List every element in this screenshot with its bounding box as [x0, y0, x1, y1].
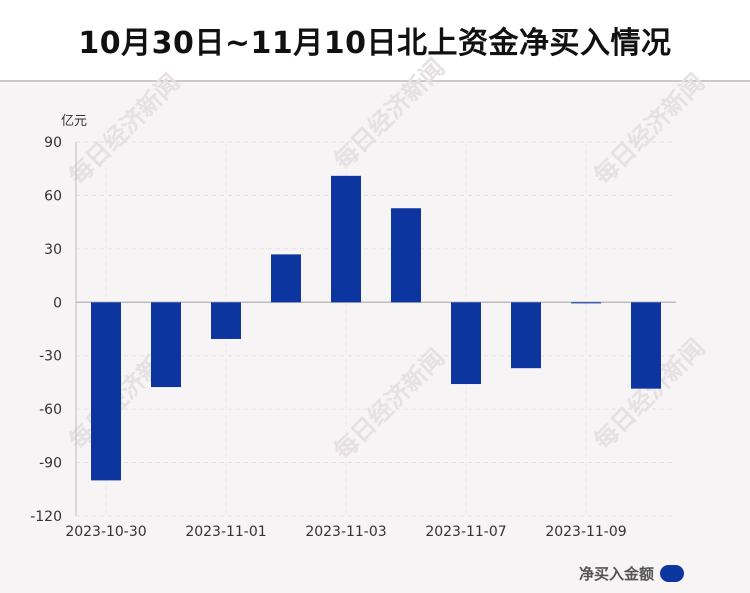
x-tick-label: 2023-11-07	[425, 524, 506, 540]
x-tick-label: 2023-11-03	[305, 524, 386, 540]
legend: 净买入金额	[579, 563, 684, 584]
bar-2023-10-31	[151, 302, 181, 388]
bar-2023-11-02	[271, 254, 301, 303]
y-tick-label: -60	[39, 402, 62, 418]
tick-labels: 90 60 30 0 -30 -60 -90 -120 亿元 2023-10-30 2023-11-…	[30, 114, 626, 540]
y-tick-label: 90	[44, 135, 62, 151]
watermark-text: 每日经济新闻	[328, 53, 450, 175]
legend-swatch	[660, 565, 684, 582]
chart-header: 10月30日~11月10日北上资金净买入情况	[0, 0, 750, 82]
bar-2023-11-06	[391, 208, 421, 303]
y-tick-label: 0	[53, 295, 62, 311]
legend-label: 净买入金额	[578, 565, 654, 583]
bar-2023-11-08	[511, 302, 541, 369]
watermark-text: 每日经济新闻	[588, 68, 710, 190]
y-tick-label: -90	[39, 456, 62, 472]
bar-2023-11-09	[571, 302, 601, 304]
x-tick-label: 2023-11-01	[185, 524, 266, 540]
x-tick-label: 2023-11-09	[545, 524, 626, 540]
bar-2023-11-07	[451, 302, 481, 385]
y-tick-label: 30	[44, 242, 62, 258]
x-tick-label: 2023-10-30	[65, 524, 146, 540]
y-unit-label: 亿元	[61, 114, 87, 129]
bar-2023-11-10	[631, 302, 661, 389]
bar-2023-11-03	[331, 175, 361, 303]
bar-2023-11-01	[211, 302, 241, 339]
bars	[91, 175, 661, 481]
y-tick-label: -120	[30, 509, 62, 525]
bar-2023-10-30	[91, 302, 121, 481]
y-tick-label: -30	[39, 349, 62, 365]
chart-title: 10月30日~11月10日北上资金净买入情况	[78, 26, 672, 61]
y-tick-label: 60	[44, 188, 62, 204]
